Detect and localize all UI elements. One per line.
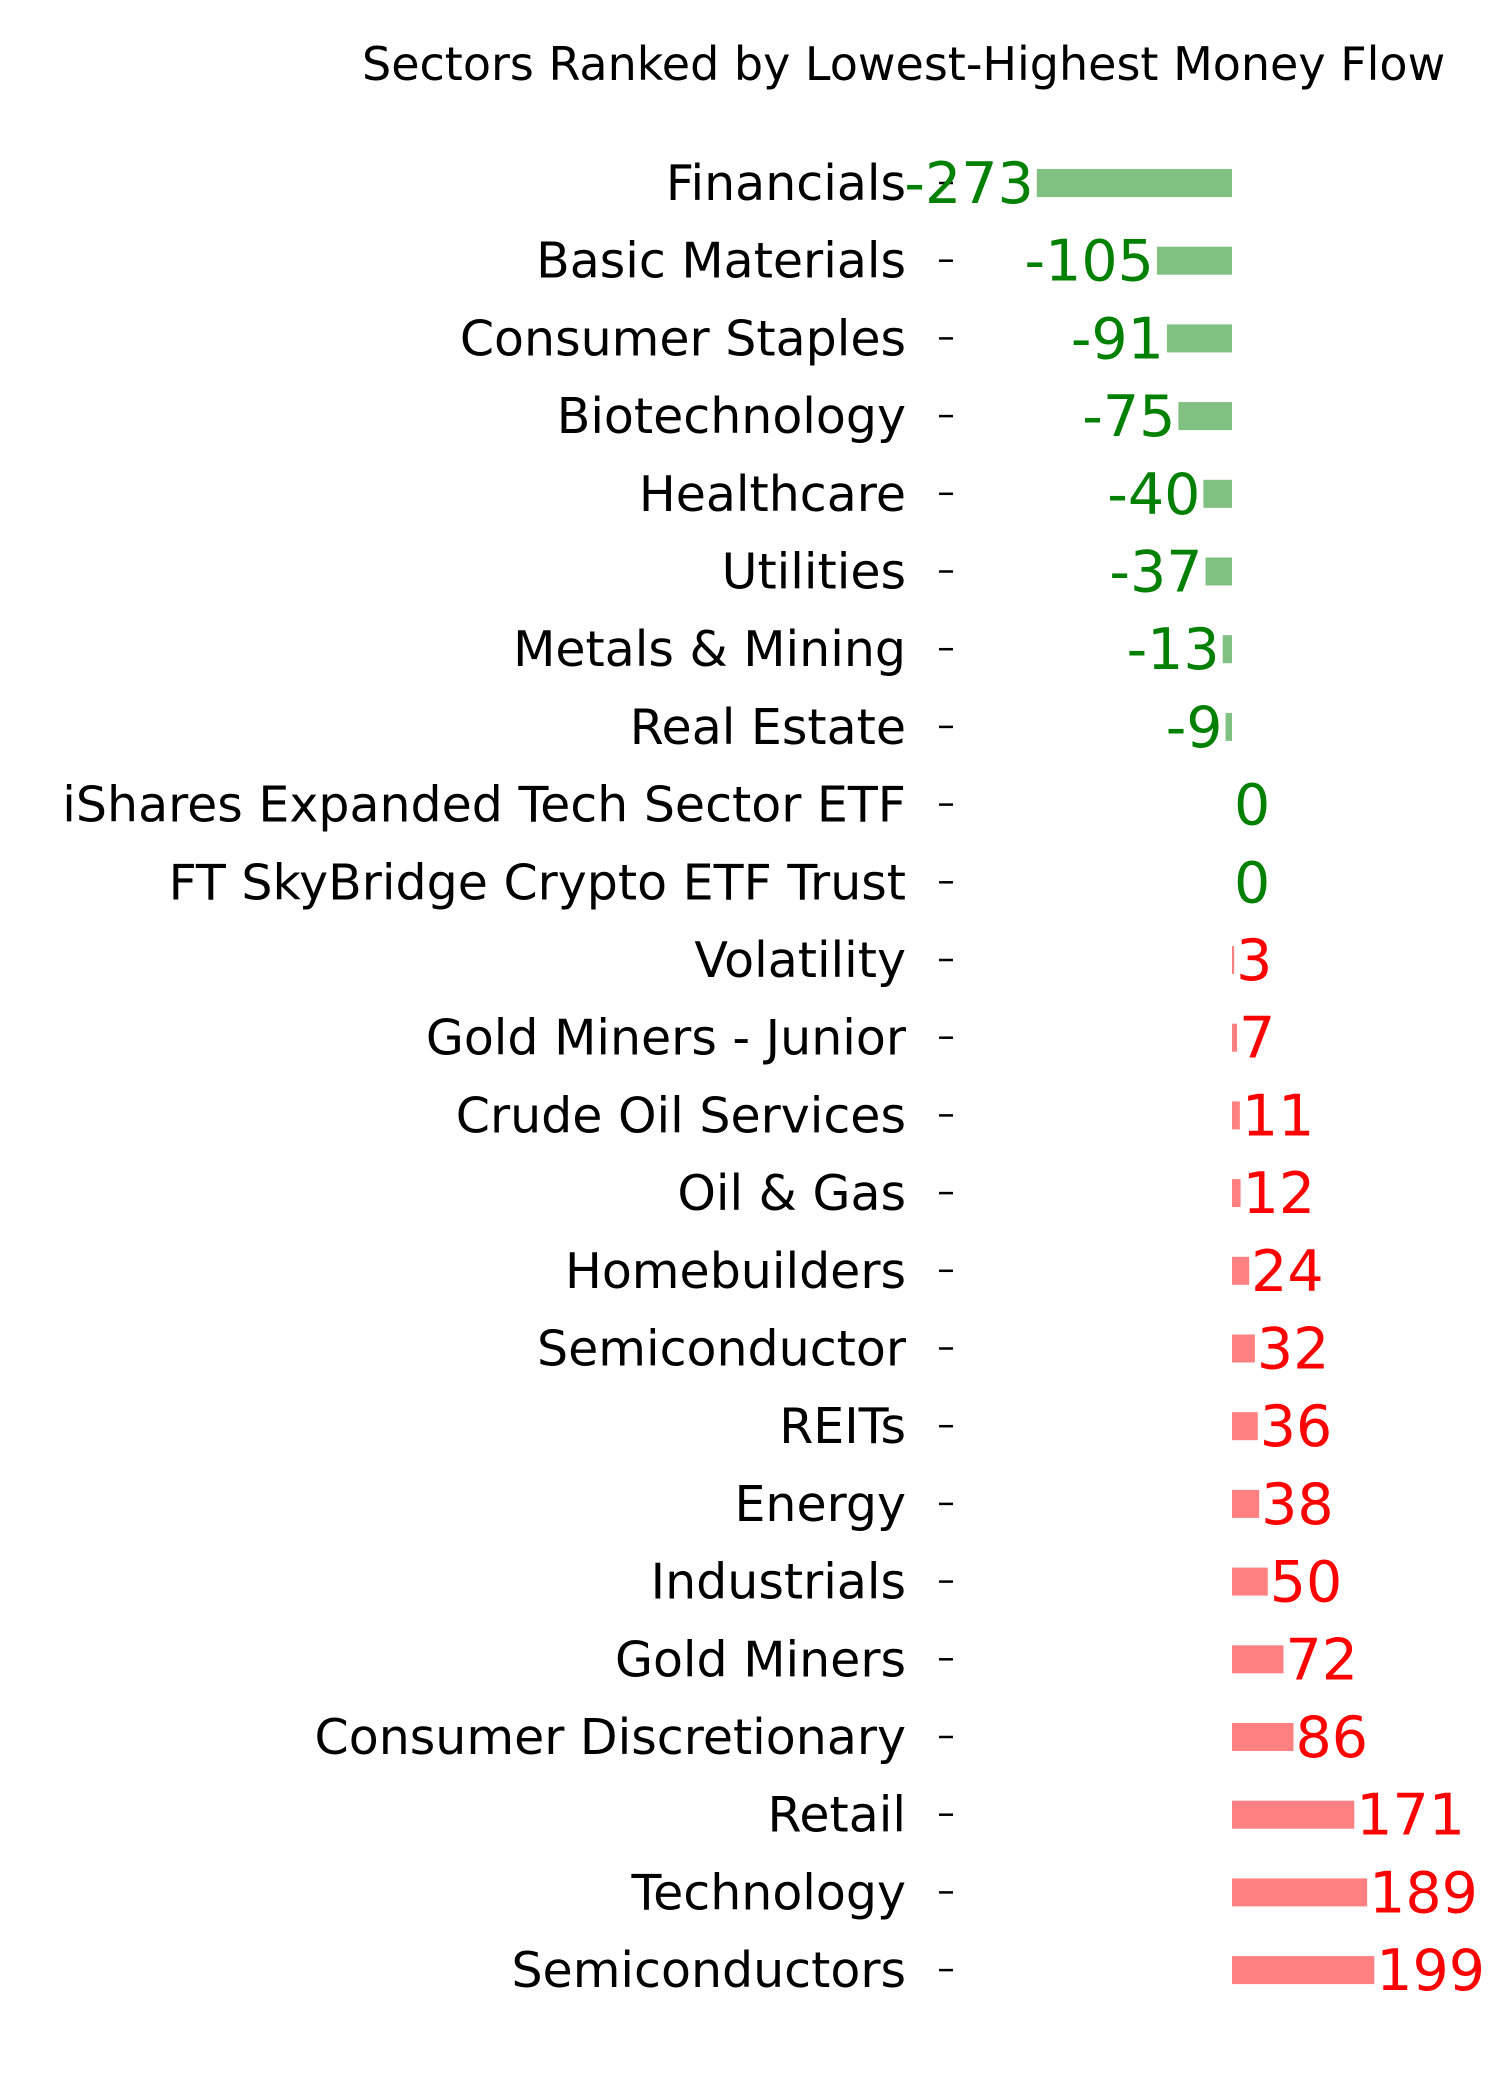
- tick-label-ft-skybridge-crypto-etf-trust: FT SkyBridge Crypto ETF Trust: [169, 854, 906, 911]
- tick-label-consumer-staples: Consumer Staples: [460, 310, 906, 367]
- tick-label-energy: Energy: [734, 1476, 906, 1533]
- bar-consumer-staples: [1166, 324, 1232, 353]
- bar-financials: [1036, 169, 1232, 197]
- data-label-real-estate: -9: [1166, 695, 1223, 761]
- bar-metals-and-mining: [1222, 635, 1232, 664]
- tick-label-real-estate: Real Estate: [630, 699, 906, 756]
- data-label-financials: -273: [904, 151, 1033, 217]
- bar-oil-and-gas: [1232, 1179, 1241, 1208]
- data-label-ft-skybridge-crypto-etf-trust: 0: [1234, 850, 1270, 916]
- tick-label-consumer-discretionary: Consumer Discretionary: [315, 1709, 907, 1766]
- bar-real-estate: [1225, 712, 1232, 741]
- data-label-oil-and-gas: 12: [1243, 1161, 1316, 1227]
- data-label-semiconductor: 32: [1257, 1317, 1330, 1383]
- data-label-consumer-discretionary: 86: [1295, 1705, 1368, 1771]
- bars: [1036, 169, 1375, 1985]
- data-label-industrials: 50: [1270, 1550, 1343, 1616]
- tick-label-semiconductor: Semiconductor: [537, 1321, 907, 1378]
- bar-gold-miners-junior: [1232, 1023, 1238, 1052]
- tick-label-crude-oil-services: Crude Oil Services: [456, 1087, 906, 1144]
- data-labels: -273-105-91-75-40-37-13-9003711122432363…: [904, 151, 1485, 2004]
- data-label-ishares-expanded-tech-sector-etf: 0: [1234, 773, 1270, 839]
- bar-technology: [1232, 1878, 1368, 1907]
- bar-volatility: [1232, 946, 1235, 974]
- data-label-crude-oil-services: 11: [1242, 1083, 1315, 1149]
- tick-label-metals-and-mining: Metals & Mining: [513, 621, 906, 678]
- bar-biotechnology: [1178, 402, 1232, 431]
- data-label-healthcare: -40: [1107, 462, 1200, 528]
- bar-industrials: [1232, 1567, 1268, 1596]
- y-axis-tick-labels: Financials Basic Materials Consumer Staple…: [62, 155, 907, 1999]
- tick-label-volatility: Volatility: [694, 932, 906, 989]
- bar-basic-materials: [1156, 246, 1232, 275]
- data-label-metals-and-mining: -13: [1127, 617, 1220, 683]
- tick-label-reits: REITs: [779, 1398, 906, 1455]
- tick-label-basic-materials: Basic Materials: [536, 233, 906, 290]
- bar-crude-oil-services: [1232, 1101, 1240, 1130]
- y-axis-tick-marks: [939, 181, 953, 1972]
- bar-retail: [1232, 1800, 1355, 1829]
- bar-semiconductors: [1232, 1956, 1375, 1985]
- tick-label-utilities: Utilities: [722, 544, 906, 601]
- bar-semiconductor: [1232, 1334, 1255, 1363]
- tick-label-ishares-expanded-tech-sector-etf: iShares Expanded Tech Sector ETF: [62, 777, 906, 834]
- tick-label-homebuilders: Homebuilders: [565, 1243, 906, 1300]
- tick-label-semiconductors: Semiconductors: [511, 1942, 906, 1999]
- data-label-homebuilders: 24: [1251, 1239, 1324, 1305]
- bar-utilities: [1205, 557, 1232, 586]
- tick-label-retail: Retail: [768, 1787, 906, 1844]
- bar-reits: [1232, 1412, 1258, 1441]
- data-label-energy: 38: [1261, 1472, 1334, 1538]
- data-label-retail: 171: [1356, 1783, 1465, 1849]
- bar-consumer-discretionary: [1232, 1723, 1294, 1751]
- bar-healthcare: [1203, 479, 1232, 508]
- data-label-consumer-staples: -91: [1071, 306, 1164, 372]
- data-label-biotechnology: -75: [1082, 384, 1175, 450]
- data-label-gold-miners: 72: [1285, 1627, 1358, 1693]
- tick-label-financials: Financials: [666, 155, 906, 212]
- tick-label-gold-miners: Gold Miners: [615, 1631, 906, 1688]
- data-label-reits: 36: [1260, 1394, 1333, 1460]
- data-label-utilities: -37: [1109, 540, 1202, 606]
- bar-gold-miners: [1232, 1645, 1284, 1674]
- tick-label-biotechnology: Biotechnology: [557, 388, 906, 445]
- data-label-gold-miners-junior: 7: [1239, 1006, 1275, 1072]
- bar-energy: [1232, 1489, 1260, 1518]
- data-label-technology: 189: [1369, 1860, 1478, 1926]
- tick-label-oil-and-gas: Oil & Gas: [677, 1165, 906, 1222]
- data-label-semiconductors: 199: [1376, 1938, 1485, 2004]
- bar-homebuilders: [1232, 1256, 1250, 1285]
- tick-label-gold-miners-junior: Gold Miners - Junior: [426, 1010, 907, 1067]
- tick-label-technology: Technology: [631, 1864, 906, 1921]
- tick-label-healthcare: Healthcare: [639, 466, 906, 523]
- chart-title: Sectors Ranked by Lowest-Highest Money F…: [362, 37, 1445, 91]
- data-label-basic-materials: -105: [1025, 229, 1154, 295]
- data-label-volatility: 3: [1236, 928, 1272, 994]
- tick-label-industrials: Industrials: [651, 1554, 906, 1611]
